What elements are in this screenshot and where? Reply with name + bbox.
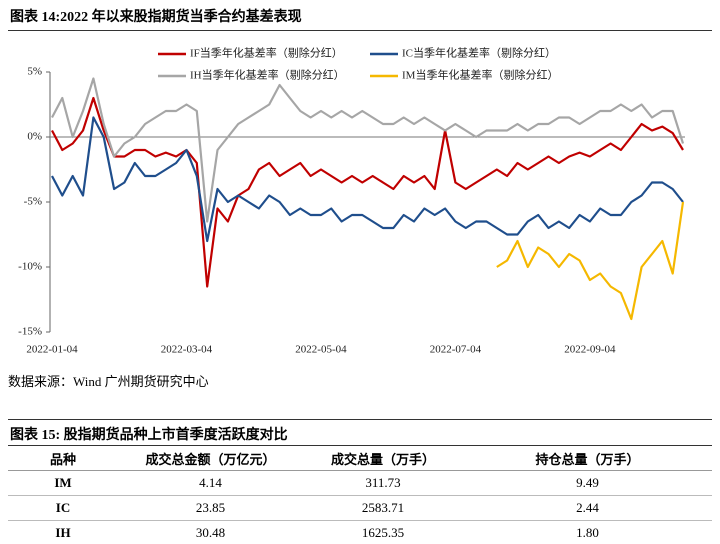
legend-label: IH当季年化基差率（剔除分红） bbox=[190, 68, 345, 82]
series-line bbox=[51, 116, 684, 243]
table-cell: 9.49 bbox=[463, 470, 712, 496]
table-row: IH 30.48 1625.35 1.80 bbox=[8, 520, 712, 544]
y-tick-label: -5% bbox=[24, 196, 42, 208]
table-row: IC 23.85 2583.71 2.44 bbox=[8, 495, 712, 521]
series-line bbox=[496, 201, 685, 321]
header-cell: 成交总金额（万亿元） bbox=[118, 445, 303, 471]
legend-label: IC当季年化基差率（剔除分红） bbox=[402, 46, 556, 60]
table-cell: 1625.35 bbox=[303, 520, 463, 544]
x-tick-label: 2022-05-04 bbox=[295, 344, 347, 356]
header-cell: 成交总量（万手） bbox=[303, 445, 463, 471]
table: 品种 成交总金额（万亿元） 成交总量（万手） 持仓总量（万手） IM 4.14 31… bbox=[8, 445, 712, 544]
header-cell: 品种 bbox=[8, 445, 118, 471]
table-cell: IC bbox=[8, 495, 118, 521]
table-row: IM 4.14 311.73 9.49 bbox=[8, 470, 712, 496]
table-cell: 30.48 bbox=[118, 520, 303, 544]
x-tick-label: 2022-09-04 bbox=[564, 344, 616, 356]
source: 数据来源：Wind 广州期货研究中心 bbox=[8, 374, 209, 389]
y-tick-label: 0% bbox=[27, 131, 42, 143]
series-line bbox=[51, 77, 685, 223]
table-cell: IM bbox=[8, 470, 118, 496]
y-tick-label: -15% bbox=[18, 326, 42, 338]
x-tick-label: 2022-07-04 bbox=[430, 344, 482, 356]
title-rule bbox=[8, 30, 712, 31]
header-cell: 持仓总量（万手） bbox=[463, 445, 712, 471]
table-top-rule bbox=[8, 419, 712, 420]
chart: 5% 0% -5% -10% -15% 2022-01-04 2022-03-04 2022-… bbox=[18, 46, 685, 356]
series-line bbox=[51, 96, 684, 288]
table-cell: 23.85 bbox=[118, 495, 303, 521]
x-tick-label: 2022-03-04 bbox=[161, 344, 213, 356]
table-cell: 311.73 bbox=[303, 470, 463, 496]
legend-label: IF当季年化基差率（剔除分红） bbox=[190, 46, 343, 60]
y-tick-label: -10% bbox=[18, 261, 42, 273]
table-header: 品种 成交总金额（万亿元） 成交总量（万手） 持仓总量（万手） bbox=[8, 445, 712, 471]
x-tick-label: 2022-01-04 bbox=[26, 344, 78, 356]
table-cell: 2.44 bbox=[463, 495, 712, 521]
table-cell: 1.80 bbox=[463, 520, 712, 544]
table-wrap: 品种 成交总金额（万亿元） 成交总量（万手） 持仓总量（万手） IM 4.14 31… bbox=[8, 445, 712, 544]
legend-label: IM当季年化基差率（剔除分红） bbox=[402, 68, 558, 82]
table-cell: 2583.71 bbox=[303, 495, 463, 521]
figure-title: 图表 14:2022 年以来股指期货当季合约基差表现 bbox=[10, 10, 302, 25]
table-cell: 4.14 bbox=[118, 470, 303, 496]
table-cell: IH bbox=[8, 520, 118, 544]
y-tick-label: 5% bbox=[27, 66, 42, 78]
table-body: IM 4.14 311.73 9.49 IC 23.85 2583.71 2.44 IH 30.4… bbox=[8, 470, 712, 544]
table-title: 图表 15: 股指期货品种上市首季度活跃度对比 bbox=[10, 428, 288, 443]
